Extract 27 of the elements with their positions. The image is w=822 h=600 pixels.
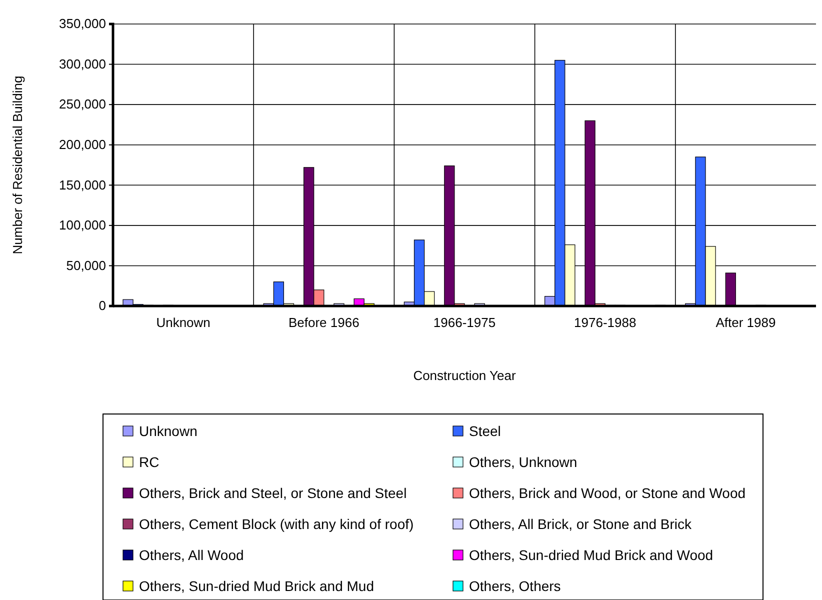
x-axis-title: Construction Year xyxy=(413,368,516,383)
y-tick-label: 200,000 xyxy=(59,137,106,152)
legend-label: Steel xyxy=(469,423,501,439)
legend-label: Others, Sun-dried Mud Brick and Wood xyxy=(469,547,714,563)
legend-label: Others, Brick and Steel, or Stone and Steel xyxy=(139,485,407,501)
y-tick-label: 0 xyxy=(98,298,106,314)
legend-label: Others, All Brick, or Stone and Brick xyxy=(469,516,693,532)
y-tick-label: 50,000 xyxy=(66,258,106,273)
y-tick-label: 100,000 xyxy=(59,218,106,233)
x-tick-label: Unknown xyxy=(156,315,210,330)
x-tick-label: Before 1966 xyxy=(288,315,360,330)
y-axis-title: Number of Residential Building xyxy=(10,76,25,254)
legend-label: Others, Others xyxy=(469,578,561,594)
legend-label: Others, All Wood xyxy=(139,547,244,563)
y-tick-label: 300,000 xyxy=(59,56,106,72)
legend-label: Others, Unknown xyxy=(469,454,578,470)
legend-label: RC xyxy=(139,454,160,470)
legend-label: Unknown xyxy=(139,423,198,439)
legend-label: Others, Sun-dried Mud Brick and Mud xyxy=(139,578,374,594)
y-tick-label: 350,000 xyxy=(59,16,106,32)
x-tick-label: 1976-1988 xyxy=(574,315,636,330)
y-tick-label: 250,000 xyxy=(59,96,106,112)
x-tick-label: After 1989 xyxy=(716,315,776,330)
legend-label: Others, Cement Block (with any kind of roof) xyxy=(139,516,414,532)
y-tick-label: 150,000 xyxy=(59,177,106,192)
x-tick-label: 1966-1975 xyxy=(433,315,496,330)
legend-label: Others, Brick and Wood, or Stone and Wood xyxy=(469,485,746,501)
